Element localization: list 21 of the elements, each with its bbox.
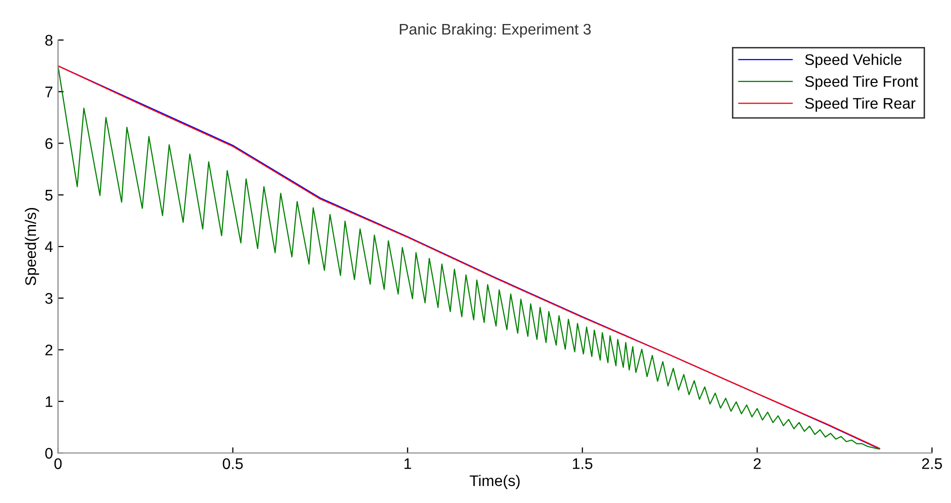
- y-tick-label: 6: [45, 138, 52, 149]
- x-tick-label: 0: [54, 458, 62, 470]
- y-tick-label: 0: [45, 448, 53, 459]
- legend-label: Speed Tire Rear: [805, 98, 916, 112]
- y-tick-label: 2: [45, 344, 52, 356]
- y-axis-title: Speed(m/s): [24, 208, 40, 286]
- x-axis-title: Time(s): [470, 474, 520, 490]
- y-tick-label: 4: [45, 242, 53, 252]
- y-tick-label: 3: [45, 293, 52, 304]
- chart-title: Panic Braking: Experiment 3: [400, 23, 591, 38]
- y-tick-label: 1: [46, 396, 52, 407]
- y-tick-label: 8: [45, 34, 52, 46]
- legend-label: Speed Vehicle: [805, 54, 902, 68]
- y-tick-label: 5: [45, 190, 53, 201]
- x-tick-label: 2: [754, 458, 761, 469]
- legend-label: Speed Tire Front: [805, 76, 918, 90]
- x-tick-label: 1.5: [572, 458, 592, 470]
- x-tick-label: 0.5: [222, 458, 243, 470]
- y-tick-label: 7: [45, 86, 52, 98]
- x-tick-label: 2.5: [922, 458, 942, 470]
- x-tick-label: 1: [404, 458, 412, 469]
